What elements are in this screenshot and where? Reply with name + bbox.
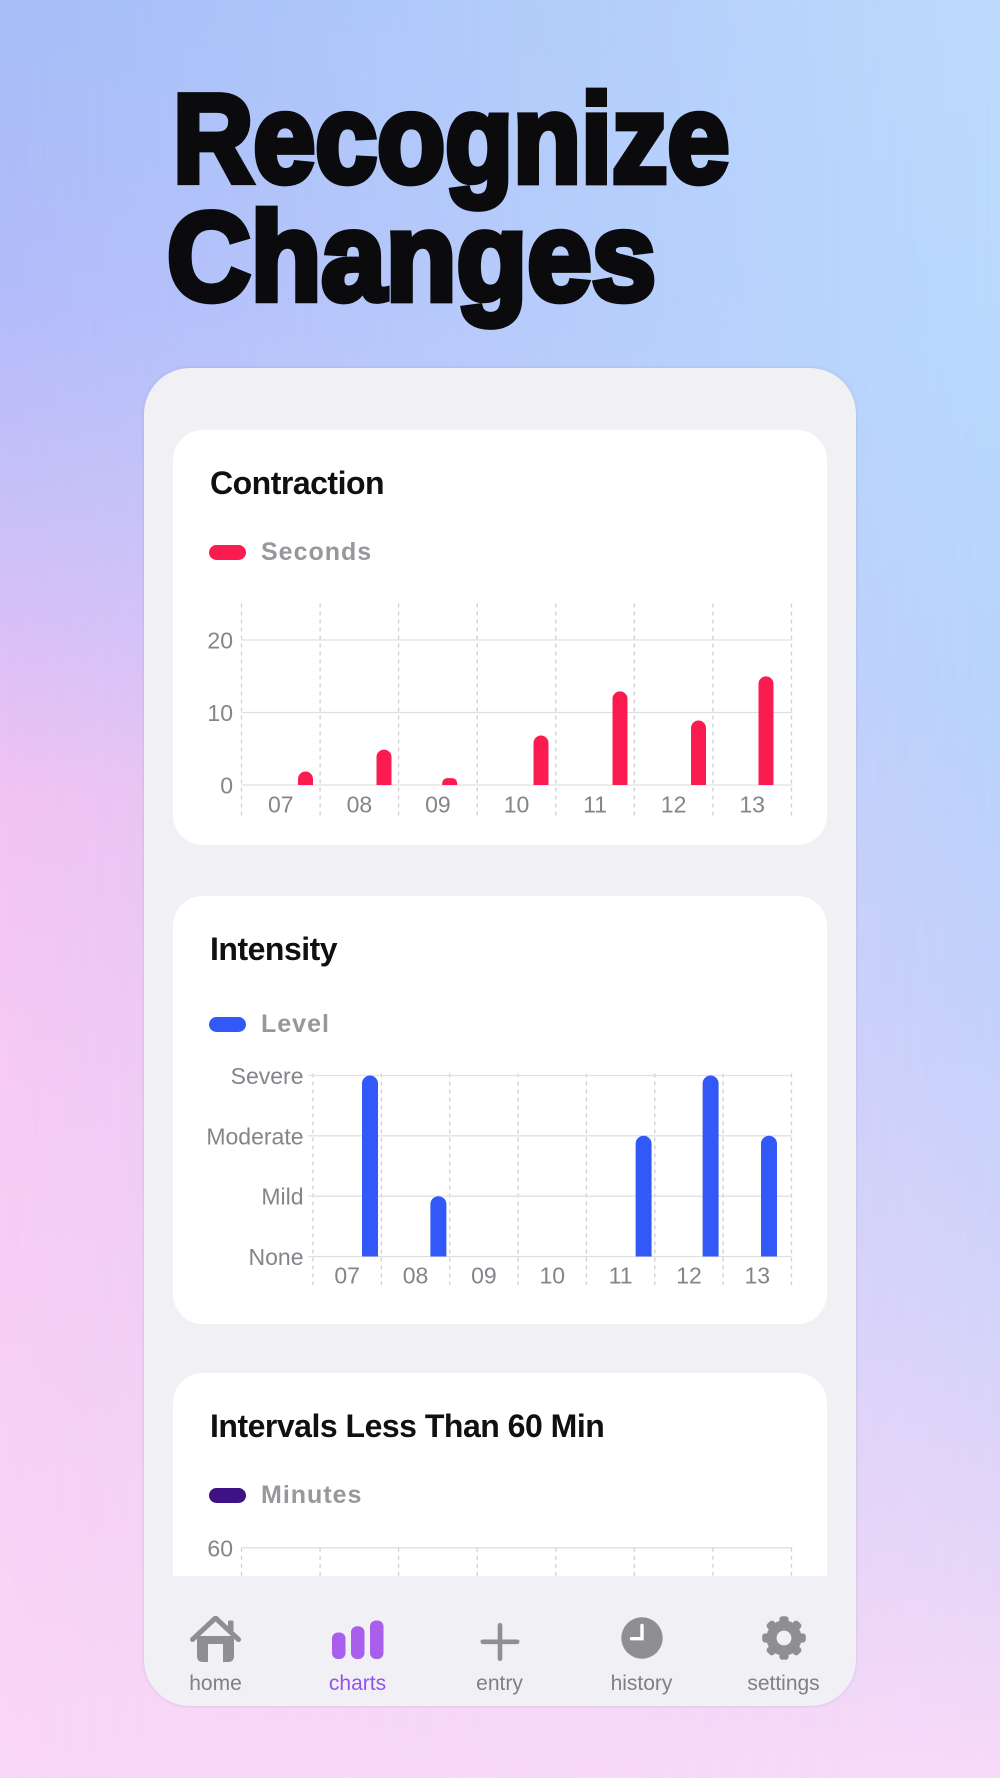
svg-text:0: 0 xyxy=(220,773,233,799)
svg-text:11: 11 xyxy=(583,792,607,818)
svg-text:09: 09 xyxy=(425,792,451,818)
svg-text:12: 12 xyxy=(676,1263,702,1289)
svg-text:07: 07 xyxy=(334,1263,360,1289)
svg-text:Moderate: Moderate xyxy=(206,1123,303,1149)
svg-text:10: 10 xyxy=(540,1263,566,1289)
svg-text:11: 11 xyxy=(609,1263,633,1289)
svg-text:20: 20 xyxy=(207,628,233,654)
svg-text:09: 09 xyxy=(471,1263,497,1289)
svg-text:12: 12 xyxy=(661,792,687,818)
svg-text:13: 13 xyxy=(745,1263,771,1289)
svg-text:None: None xyxy=(249,1244,304,1270)
svg-text:07: 07 xyxy=(268,792,294,818)
svg-text:Severe: Severe xyxy=(231,1063,304,1089)
svg-text:08: 08 xyxy=(347,792,373,818)
svg-text:Mild: Mild xyxy=(261,1184,303,1210)
svg-text:10: 10 xyxy=(504,792,530,818)
svg-text:08: 08 xyxy=(403,1263,429,1289)
svg-text:10: 10 xyxy=(207,700,233,726)
svg-text:60: 60 xyxy=(207,1535,233,1561)
svg-text:13: 13 xyxy=(739,792,765,818)
